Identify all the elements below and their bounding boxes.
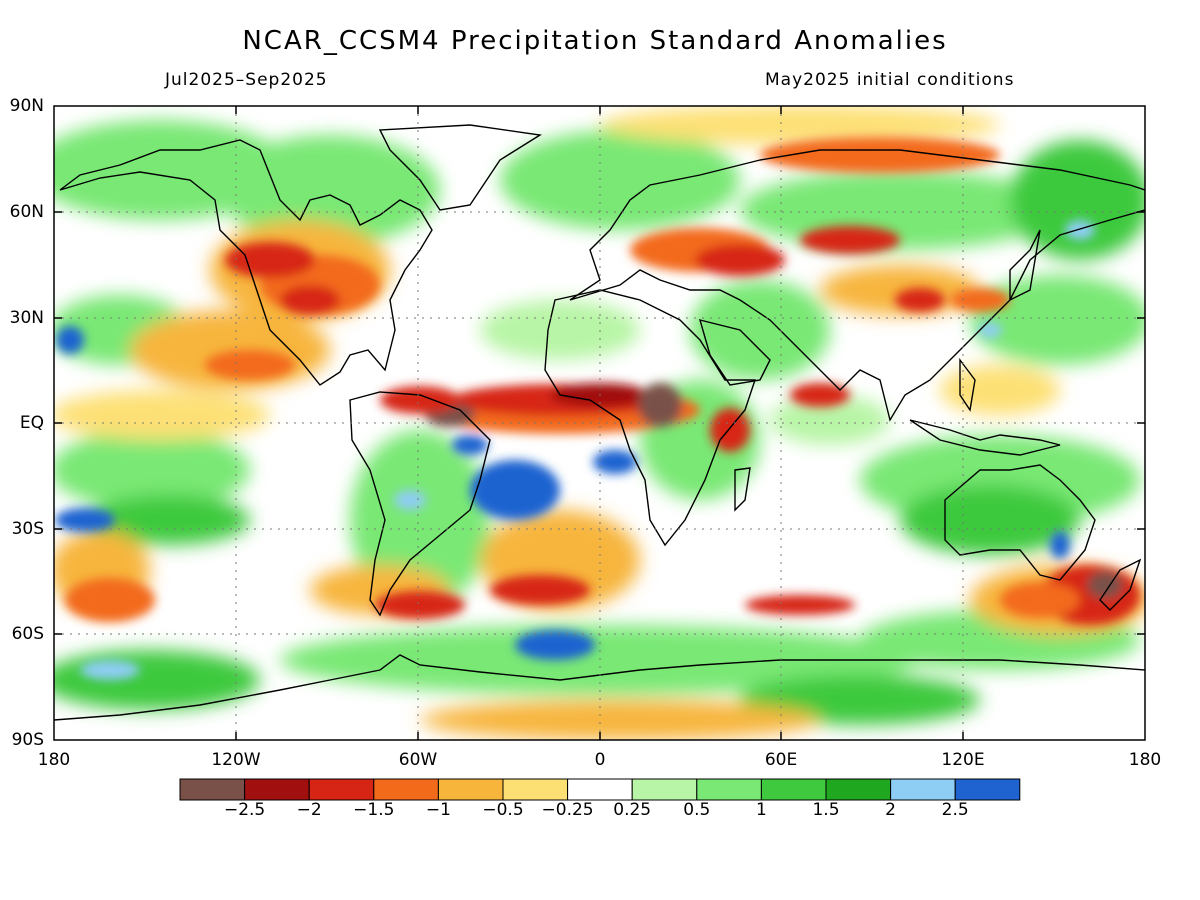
colorbar-swatch: [244, 778, 310, 801]
colorbar-tick-label: 2.5: [941, 800, 969, 820]
colorbar-tick-label: 2: [885, 800, 896, 820]
map-title: NCAR_CCSM4 Precipitation Standard Anomal…: [242, 26, 948, 56]
graticule: [54, 106, 1145, 740]
lat-label-30n: 30N: [9, 308, 44, 328]
colorbar-swatch: [631, 778, 698, 801]
colorbar-swatch: [954, 778, 1021, 801]
colorbar-swatch: [890, 778, 956, 801]
lon-label-120e: 120E: [941, 750, 985, 770]
colorbar-tick-label: 1: [755, 800, 767, 820]
lon-label-60e: 60E: [764, 750, 798, 770]
axis-ticks: [54, 106, 1145, 740]
colorbar-swatch: [437, 778, 504, 801]
colorbar-tick-label: −1.5: [353, 800, 395, 820]
anomaly-broad-patches: [54, 106, 1145, 740]
lon-label-180w: 180: [37, 750, 71, 770]
colorbar-swatch: [696, 778, 762, 801]
lon-label-180e: 180: [1128, 750, 1162, 770]
colorbar-tick-label: 1.5: [812, 800, 840, 820]
colorbar-tick-label: −2: [296, 800, 322, 820]
period-label: Jul2025–Sep2025: [165, 70, 328, 90]
colorbar-tick-label: 0.5: [683, 800, 711, 820]
colorbar-swatch: [502, 778, 569, 801]
colorbar-tick-label: −0.5: [482, 800, 524, 820]
lat-label-90n: 90N: [9, 96, 44, 116]
lat-label-eq: EQ: [19, 413, 44, 433]
colorbar: [179, 778, 1021, 801]
coastlines: [54, 124, 1145, 721]
colorbar-tick-label: −2.5: [223, 800, 266, 820]
colorbar-swatch: [308, 778, 375, 801]
lat-label-30s: 30S: [11, 519, 44, 539]
colorbar-tick-label: 0.25: [613, 800, 652, 820]
colorbar-swatch: [760, 778, 827, 801]
lat-label-90s: 90S: [11, 730, 44, 750]
lon-label-60w: 60W: [398, 750, 438, 770]
colorbar-swatch: [567, 778, 633, 801]
lon-label-120w: 120W: [211, 750, 261, 770]
initial-conditions-label: May2025 initial conditions: [765, 70, 1015, 90]
colorbar-swatch: [373, 778, 439, 801]
colorbar-swatch: [825, 778, 892, 801]
colorbar-tick-label: −0.25: [541, 800, 594, 820]
lat-label-60s: 60S: [11, 624, 44, 644]
lat-label-60n: 60N: [9, 202, 44, 222]
lon-label-0: 0: [594, 750, 606, 770]
anomaly-strong-patches: [55, 137, 1140, 680]
colorbar-tick-label: −1: [425, 800, 451, 820]
colorbar-swatch: [179, 778, 246, 801]
